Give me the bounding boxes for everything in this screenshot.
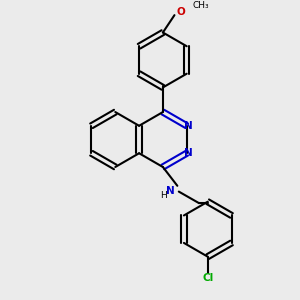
Text: H: H [160, 191, 167, 200]
Text: CH₃: CH₃ [192, 1, 209, 10]
Text: N: N [184, 148, 193, 158]
Text: Cl: Cl [202, 273, 213, 284]
Text: O: O [176, 7, 185, 17]
Text: N: N [166, 186, 175, 196]
Text: N: N [184, 121, 193, 131]
